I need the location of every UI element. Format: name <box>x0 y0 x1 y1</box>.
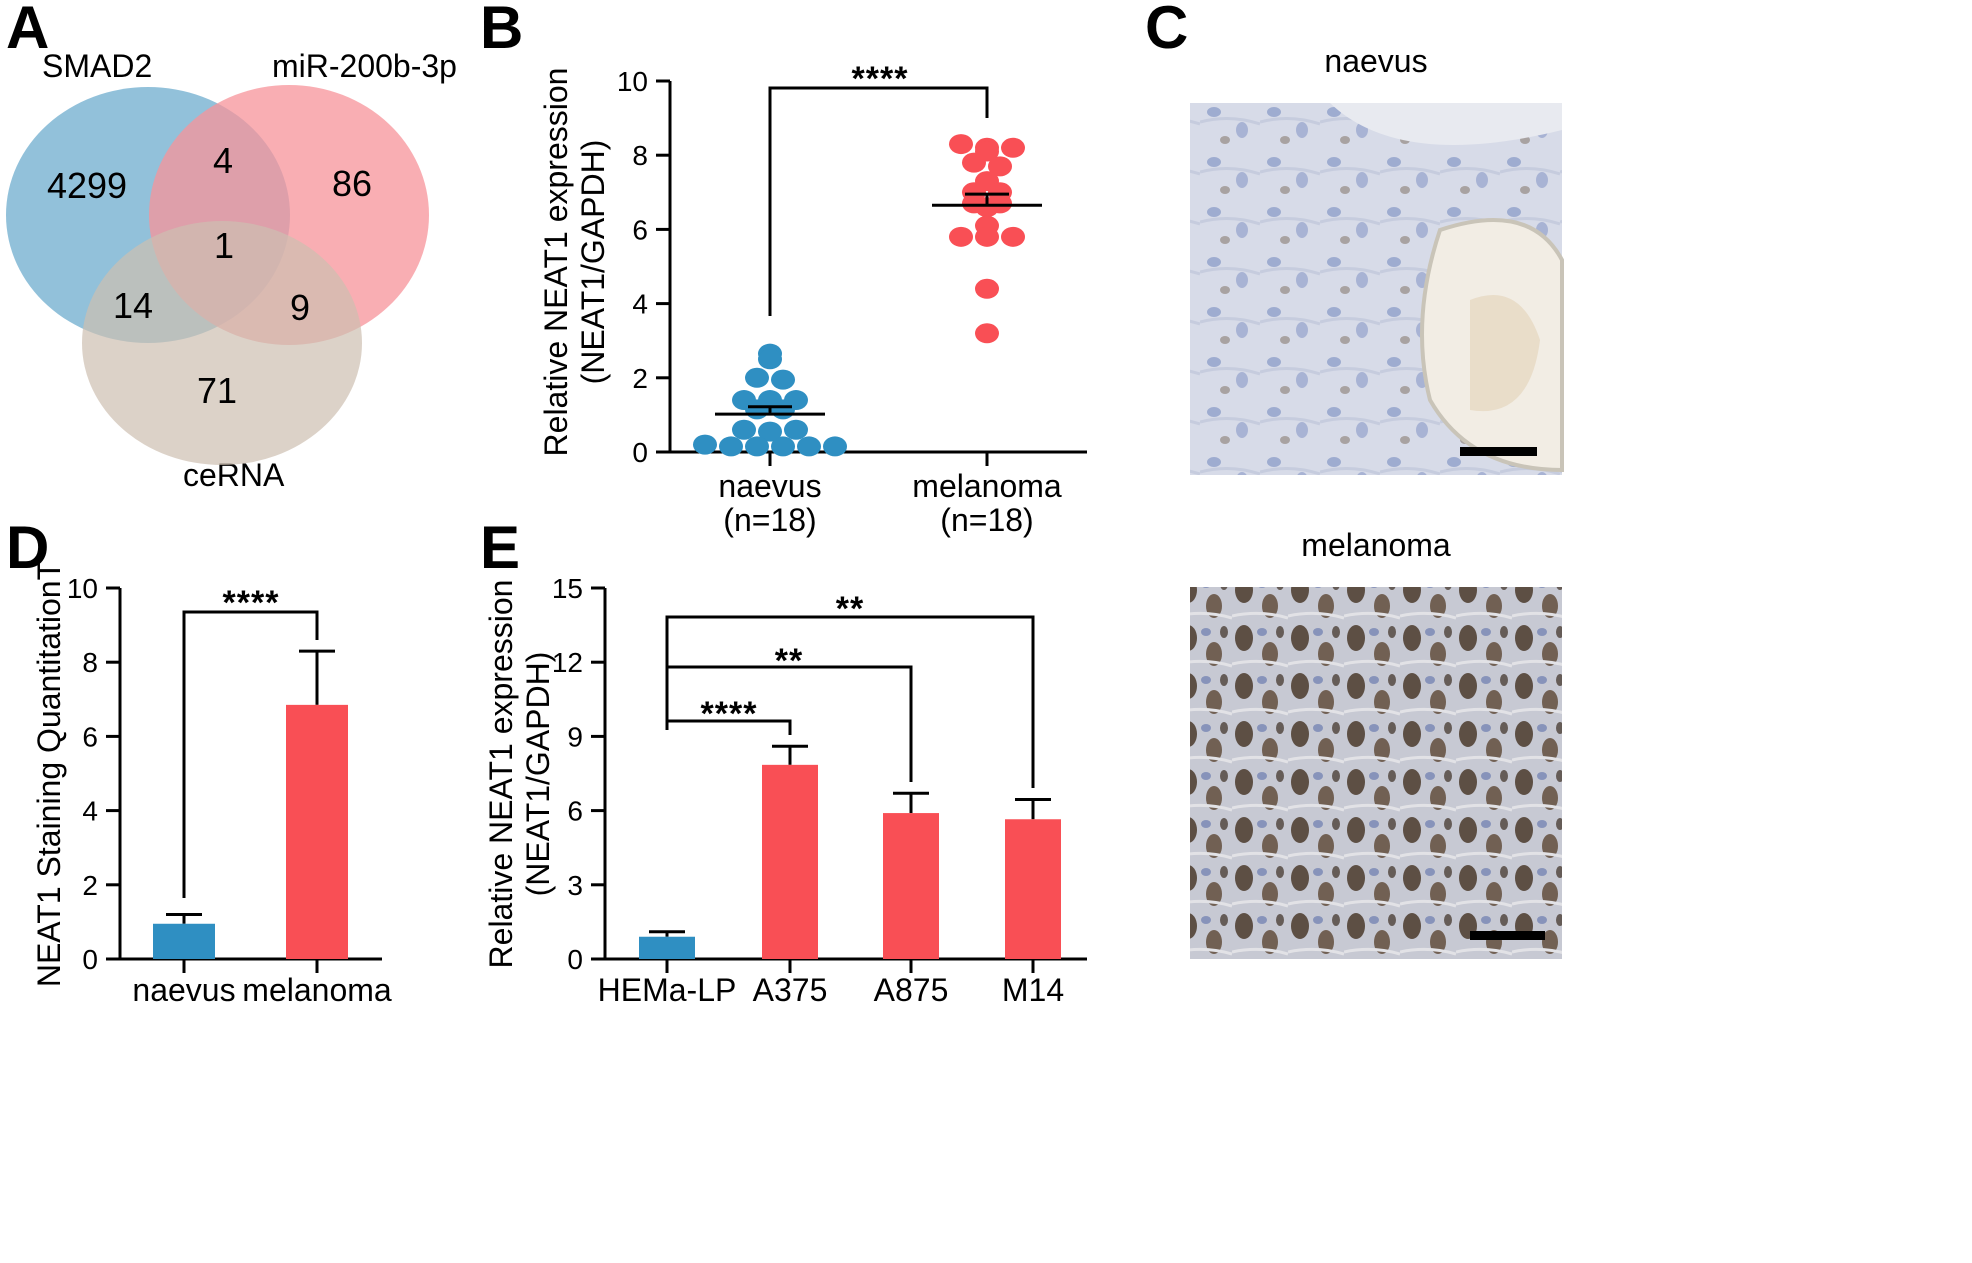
naevus-data-point <box>719 436 743 457</box>
b-significance-bracket <box>768 86 989 316</box>
b-ytick-label: 8 <box>632 140 648 171</box>
melanoma-data-point <box>949 134 973 155</box>
naevus-data-point <box>693 434 717 455</box>
naevus-data-point <box>823 436 847 457</box>
venn-set-label-smad2: SMAD2 <box>42 48 152 84</box>
b-xlabel-naevus: naevus <box>718 468 821 504</box>
panel-letter-b: B <box>480 0 523 61</box>
e-xlabel-m14: M14 <box>1002 972 1064 1008</box>
naevus-data-point <box>758 349 782 370</box>
melanoma-micrograph <box>1190 587 1562 959</box>
e-ylabel-line2: (NEAT1/GAPDH) <box>520 652 556 897</box>
b-ylabel-line1: Relative NEAT1 expression <box>538 68 574 457</box>
b-xlabel-naevus-n: (n=18) <box>723 502 816 538</box>
b-ytick-label: 2 <box>632 363 648 394</box>
d-significance-label: **** <box>223 584 280 622</box>
naevus-data-point <box>745 367 769 388</box>
d-ytick-label: 10 <box>67 573 98 604</box>
d-ytick-label: 4 <box>82 796 98 827</box>
melanoma-data-point <box>1001 137 1025 158</box>
venn-count-all: 1 <box>214 225 234 266</box>
melanoma-data-point <box>975 278 999 299</box>
b-xlabel-melanoma: melanoma <box>912 468 1062 504</box>
d-xlabel-melanoma: melanoma <box>242 972 392 1008</box>
e-bracket-a875 <box>665 665 913 782</box>
b-ylabel-line2: (NEAT1/GAPDH) <box>575 140 611 385</box>
e-xlabel-a875: A875 <box>874 972 949 1008</box>
e-xlabel-a375: A375 <box>753 972 828 1008</box>
b-ytick-label: 4 <box>632 289 648 320</box>
melanoma-data-point <box>988 193 1012 214</box>
panel-a: A SMAD2 miR-200b-3p ceRNA 4299 86 71 4 1… <box>6 0 457 493</box>
d-xlabel-naevus: naevus <box>132 972 235 1008</box>
naevus-data-point <box>771 369 795 390</box>
naevus-data-point <box>771 436 795 457</box>
panel-c: C naevus melanoma <box>1145 0 1564 959</box>
e-significance-a875: ** <box>775 642 803 680</box>
panel-letter-c: C <box>1145 0 1188 61</box>
e-ytick-label: 6 <box>567 796 583 827</box>
venn-set-label-mir: miR-200b-3p <box>272 48 457 84</box>
e-bar-m14 <box>1005 819 1061 959</box>
venn-count-smad2-only: 4299 <box>47 165 127 206</box>
panel-b: B Relative NEAT1 expression (NEAT1/GAPDH… <box>480 0 1087 538</box>
naevus-data-point <box>771 399 795 420</box>
panel-letter-d: D <box>6 514 49 581</box>
b-ytick-label: 6 <box>632 214 648 245</box>
d-significance-bracket <box>182 610 319 898</box>
panel-e: E Relative NEAT1 expression (NEAT1/GAPDH… <box>480 514 1087 1008</box>
e-ytick-label: 0 <box>567 944 583 975</box>
b-xlabel-melanoma-n: (n=18) <box>940 502 1033 538</box>
e-bracket-m14 <box>665 615 1035 788</box>
e-bar-a875 <box>883 813 939 959</box>
d-bar-naevus <box>153 923 215 959</box>
naevus-data-point <box>745 436 769 457</box>
d-ytick-label: 2 <box>82 870 98 901</box>
melanoma-data-point <box>1001 226 1025 247</box>
e-ytick-label: 9 <box>567 721 583 752</box>
naevus-data-point <box>758 421 782 442</box>
venn-count-mir-cerna: 9 <box>290 287 310 328</box>
naevus-micrograph <box>1190 103 1564 475</box>
panel-d: D NEAT1 Staining QuantitationT 0 2 4 6 8 10 n… <box>6 514 392 1008</box>
naevus-data-point <box>732 419 756 440</box>
panel-letter-a: A <box>6 0 49 61</box>
b-ytick-label: 0 <box>632 437 648 468</box>
venn-count-smad2-cerna: 14 <box>113 285 153 326</box>
e-ytick-label: 12 <box>552 647 583 678</box>
e-ytick-label: 15 <box>552 573 583 604</box>
d-ytick-label: 6 <box>82 721 98 752</box>
naevus-data-point <box>797 436 821 457</box>
melanoma-data-point <box>975 226 999 247</box>
c-bottom-label: melanoma <box>1301 527 1451 563</box>
panel-letter-e: E <box>480 514 520 581</box>
d-ytick-label: 0 <box>82 944 98 975</box>
venn-circle-cerna <box>82 221 362 465</box>
e-bar-hema-lp <box>639 936 695 959</box>
d-bar-melanoma <box>286 704 348 959</box>
melanoma-scale-bar <box>1470 931 1545 940</box>
d-ylabel: NEAT1 Staining QuantitationT <box>31 561 67 987</box>
c-top-label: naevus <box>1324 43 1427 79</box>
venn-count-mir-only: 86 <box>332 163 372 204</box>
naevus-data-point <box>784 419 808 440</box>
e-ylabel-line1: Relative NEAT1 expression <box>483 580 519 969</box>
b-significance-label: **** <box>852 60 909 98</box>
venn-count-cerna-only: 71 <box>197 370 237 411</box>
melanoma-data-point <box>949 226 973 247</box>
melanoma-data-point <box>988 156 1012 177</box>
venn-count-smad2-mir: 4 <box>213 140 233 181</box>
melanoma-data-point <box>975 323 999 344</box>
e-significance-a375: **** <box>701 695 758 733</box>
e-significance-m14: ** <box>836 590 864 628</box>
naevus-scale-bar <box>1460 447 1537 456</box>
b-ytick-label: 10 <box>617 66 648 97</box>
e-ytick-label: 3 <box>567 870 583 901</box>
e-xlabel-hema-lp: HEMa-LP <box>598 972 737 1008</box>
d-ytick-label: 8 <box>82 647 98 678</box>
naevus-data-point <box>745 399 769 420</box>
e-bar-a375 <box>762 764 818 959</box>
melanoma-data-point <box>962 152 986 173</box>
